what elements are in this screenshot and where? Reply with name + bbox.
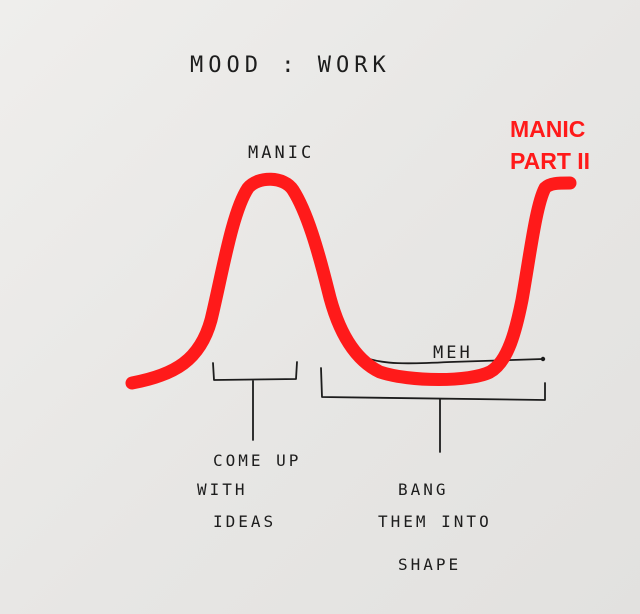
peak-label: MANIC (248, 143, 314, 163)
diagram-title: MOOD : WORK (190, 53, 391, 78)
manic-part-ii-marker-curve (125, 172, 577, 390)
phase2-text-line2: THEM INTO (378, 512, 492, 531)
phase1-text-line1: COME UP (213, 451, 301, 470)
meh-line-end-dot (540, 356, 546, 362)
phase1-text-line2: WITH (197, 480, 248, 499)
trough-label: MEH (433, 343, 473, 363)
bracket-come-up (212, 361, 298, 441)
phase2-text-line1: BANG (398, 480, 449, 499)
annotation-line1: MANIC (510, 116, 585, 142)
annotation-line2: PART II (510, 148, 590, 174)
phase2-text-line3: SHAPE (398, 555, 461, 574)
phase1-text-line3: IDEAS (213, 512, 276, 531)
bracket-bang-into-shape (320, 367, 546, 453)
